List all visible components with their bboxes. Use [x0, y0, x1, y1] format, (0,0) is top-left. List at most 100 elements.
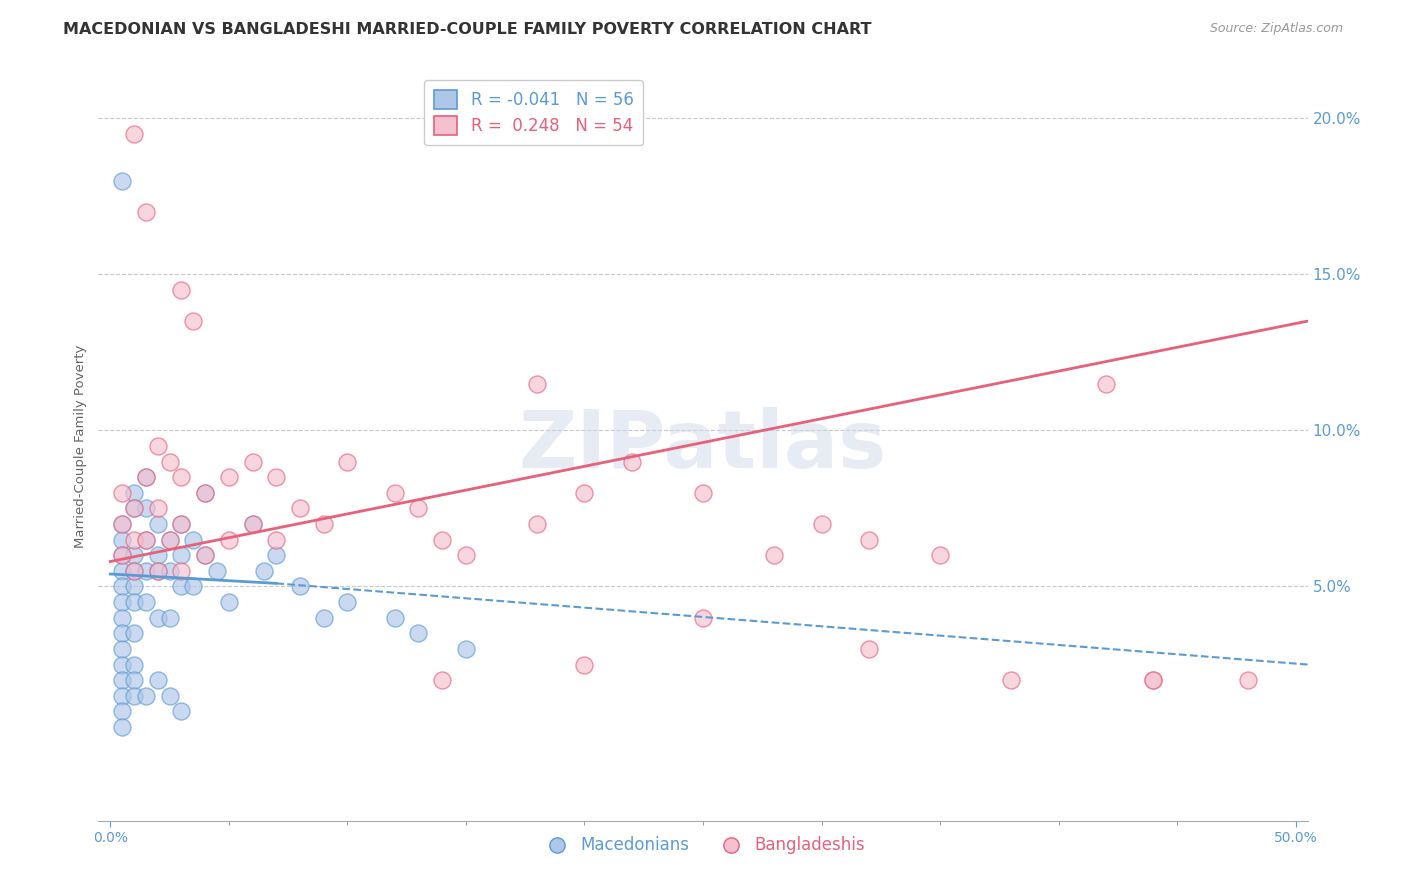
Point — [159, 455, 181, 469]
Point — [111, 642, 134, 657]
Point — [146, 439, 169, 453]
Point — [122, 657, 145, 672]
Point — [432, 533, 454, 547]
Point — [135, 470, 157, 484]
Point — [135, 470, 157, 484]
Point — [620, 455, 643, 469]
Point — [526, 376, 548, 391]
Point — [111, 517, 134, 532]
Point — [146, 611, 169, 625]
Point — [122, 689, 145, 703]
Point — [218, 595, 240, 609]
Point — [763, 548, 786, 563]
Point — [1000, 673, 1022, 688]
Point — [170, 580, 193, 594]
Point — [122, 564, 145, 578]
Point — [242, 455, 264, 469]
Point — [242, 517, 264, 532]
Point — [170, 517, 193, 532]
Point — [264, 548, 287, 563]
Point — [170, 548, 193, 563]
Point — [242, 517, 264, 532]
Point — [432, 673, 454, 688]
Point — [122, 673, 145, 688]
Point — [146, 564, 169, 578]
Point — [111, 174, 134, 188]
Point — [1142, 673, 1164, 688]
Point — [692, 611, 714, 625]
Point — [1095, 376, 1118, 391]
Point — [526, 517, 548, 532]
Point — [692, 485, 714, 500]
Point — [135, 533, 157, 547]
Point — [111, 626, 134, 640]
Point — [574, 657, 596, 672]
Point — [858, 533, 880, 547]
Point — [288, 501, 311, 516]
Point — [253, 564, 276, 578]
Point — [122, 501, 145, 516]
Point — [159, 564, 181, 578]
Point — [111, 689, 134, 703]
Point — [122, 595, 145, 609]
Point — [135, 689, 157, 703]
Point — [810, 517, 832, 532]
Point — [312, 611, 335, 625]
Point — [170, 283, 193, 297]
Text: Source: ZipAtlas.com: Source: ZipAtlas.com — [1209, 22, 1343, 36]
Point — [111, 705, 134, 719]
Point — [122, 626, 145, 640]
Point — [384, 611, 406, 625]
Legend: Macedonians, Bangladeshis: Macedonians, Bangladeshis — [534, 830, 872, 861]
Point — [146, 501, 169, 516]
Point — [111, 485, 134, 500]
Point — [122, 580, 145, 594]
Point — [122, 501, 145, 516]
Point — [111, 720, 134, 734]
Point — [218, 533, 240, 547]
Point — [170, 564, 193, 578]
Point — [122, 533, 145, 547]
Point — [111, 533, 134, 547]
Point — [146, 548, 169, 563]
Point — [135, 205, 157, 219]
Point — [170, 470, 193, 484]
Point — [135, 533, 157, 547]
Point — [111, 564, 134, 578]
Point — [454, 642, 477, 657]
Point — [194, 485, 217, 500]
Point — [111, 548, 134, 563]
Point — [146, 673, 169, 688]
Point — [574, 485, 596, 500]
Point — [384, 485, 406, 500]
Point — [194, 548, 217, 563]
Point — [858, 642, 880, 657]
Point — [264, 533, 287, 547]
Point — [181, 314, 204, 328]
Point — [122, 127, 145, 141]
Point — [146, 564, 169, 578]
Point — [1142, 673, 1164, 688]
Point — [111, 580, 134, 594]
Point — [336, 595, 359, 609]
Point — [111, 657, 134, 672]
Point — [122, 485, 145, 500]
Point — [135, 501, 157, 516]
Point — [170, 517, 193, 532]
Point — [170, 705, 193, 719]
Point — [288, 580, 311, 594]
Point — [159, 533, 181, 547]
Point — [135, 595, 157, 609]
Point — [159, 533, 181, 547]
Point — [312, 517, 335, 532]
Point — [111, 611, 134, 625]
Point — [205, 564, 228, 578]
Point — [111, 595, 134, 609]
Point — [218, 470, 240, 484]
Point — [408, 626, 430, 640]
Point — [264, 470, 287, 484]
Point — [181, 580, 204, 594]
Point — [336, 455, 359, 469]
Point — [111, 673, 134, 688]
Text: ZIPatlas: ZIPatlas — [519, 407, 887, 485]
